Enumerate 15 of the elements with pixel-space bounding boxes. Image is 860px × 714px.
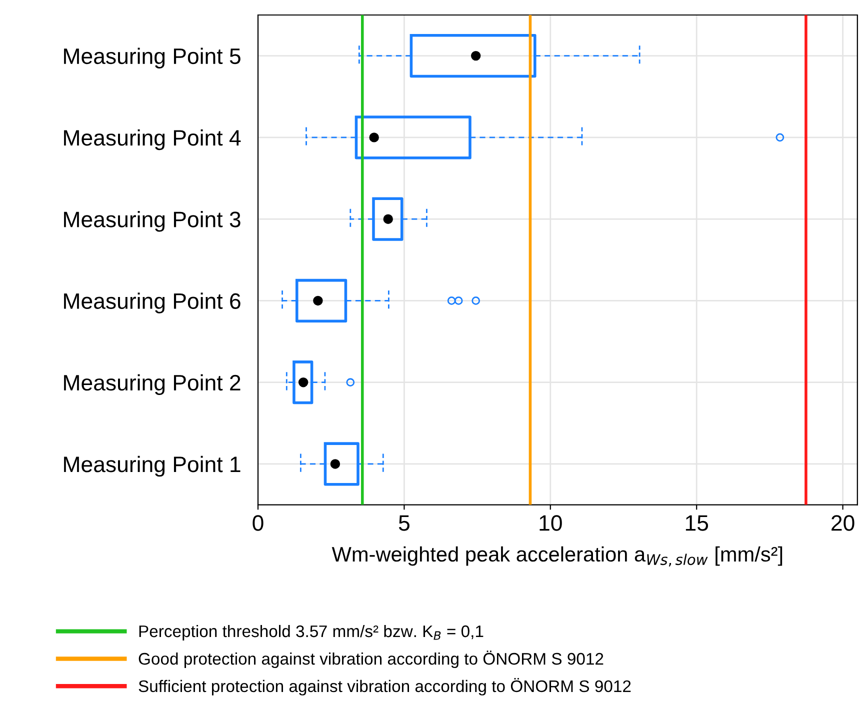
legend-label: Perception threshold 3.57 mm/s² bzw. K$_{B}$ = 0,1 bbox=[139, 624, 484, 640]
y-tick-label: Measuring Point 4 bbox=[64, 129, 241, 150]
legend-label: Good protection against vibration according to ÖNORM S 9012 bbox=[138, 650, 604, 668]
y-tick-label: Measuring Point 2 bbox=[64, 374, 240, 396]
legend-label: Sufficient protection against vibration according to ÖNORM S 9012 bbox=[138, 678, 631, 696]
x-axis-title: Wm-weighted peak acceleration a$_{Ws,slow}$ [mm/s²] bbox=[332, 546, 782, 567]
y-tick-label: Measuring Point 1 bbox=[64, 456, 240, 477]
x-tick-label: 0 bbox=[252, 515, 264, 531]
y-tick-label: Measuring Point 6 bbox=[64, 292, 240, 314]
x-tick-label: 20 bbox=[832, 515, 854, 531]
y-tick-label: Measuring Point 3 bbox=[64, 211, 240, 232]
x-tick-label: 10 bbox=[540, 515, 562, 531]
x-tick-label: 5 bbox=[398, 515, 410, 531]
y-tick-label: Measuring Point 5 bbox=[64, 48, 240, 68]
x-tick-label: 15 bbox=[686, 515, 708, 531]
